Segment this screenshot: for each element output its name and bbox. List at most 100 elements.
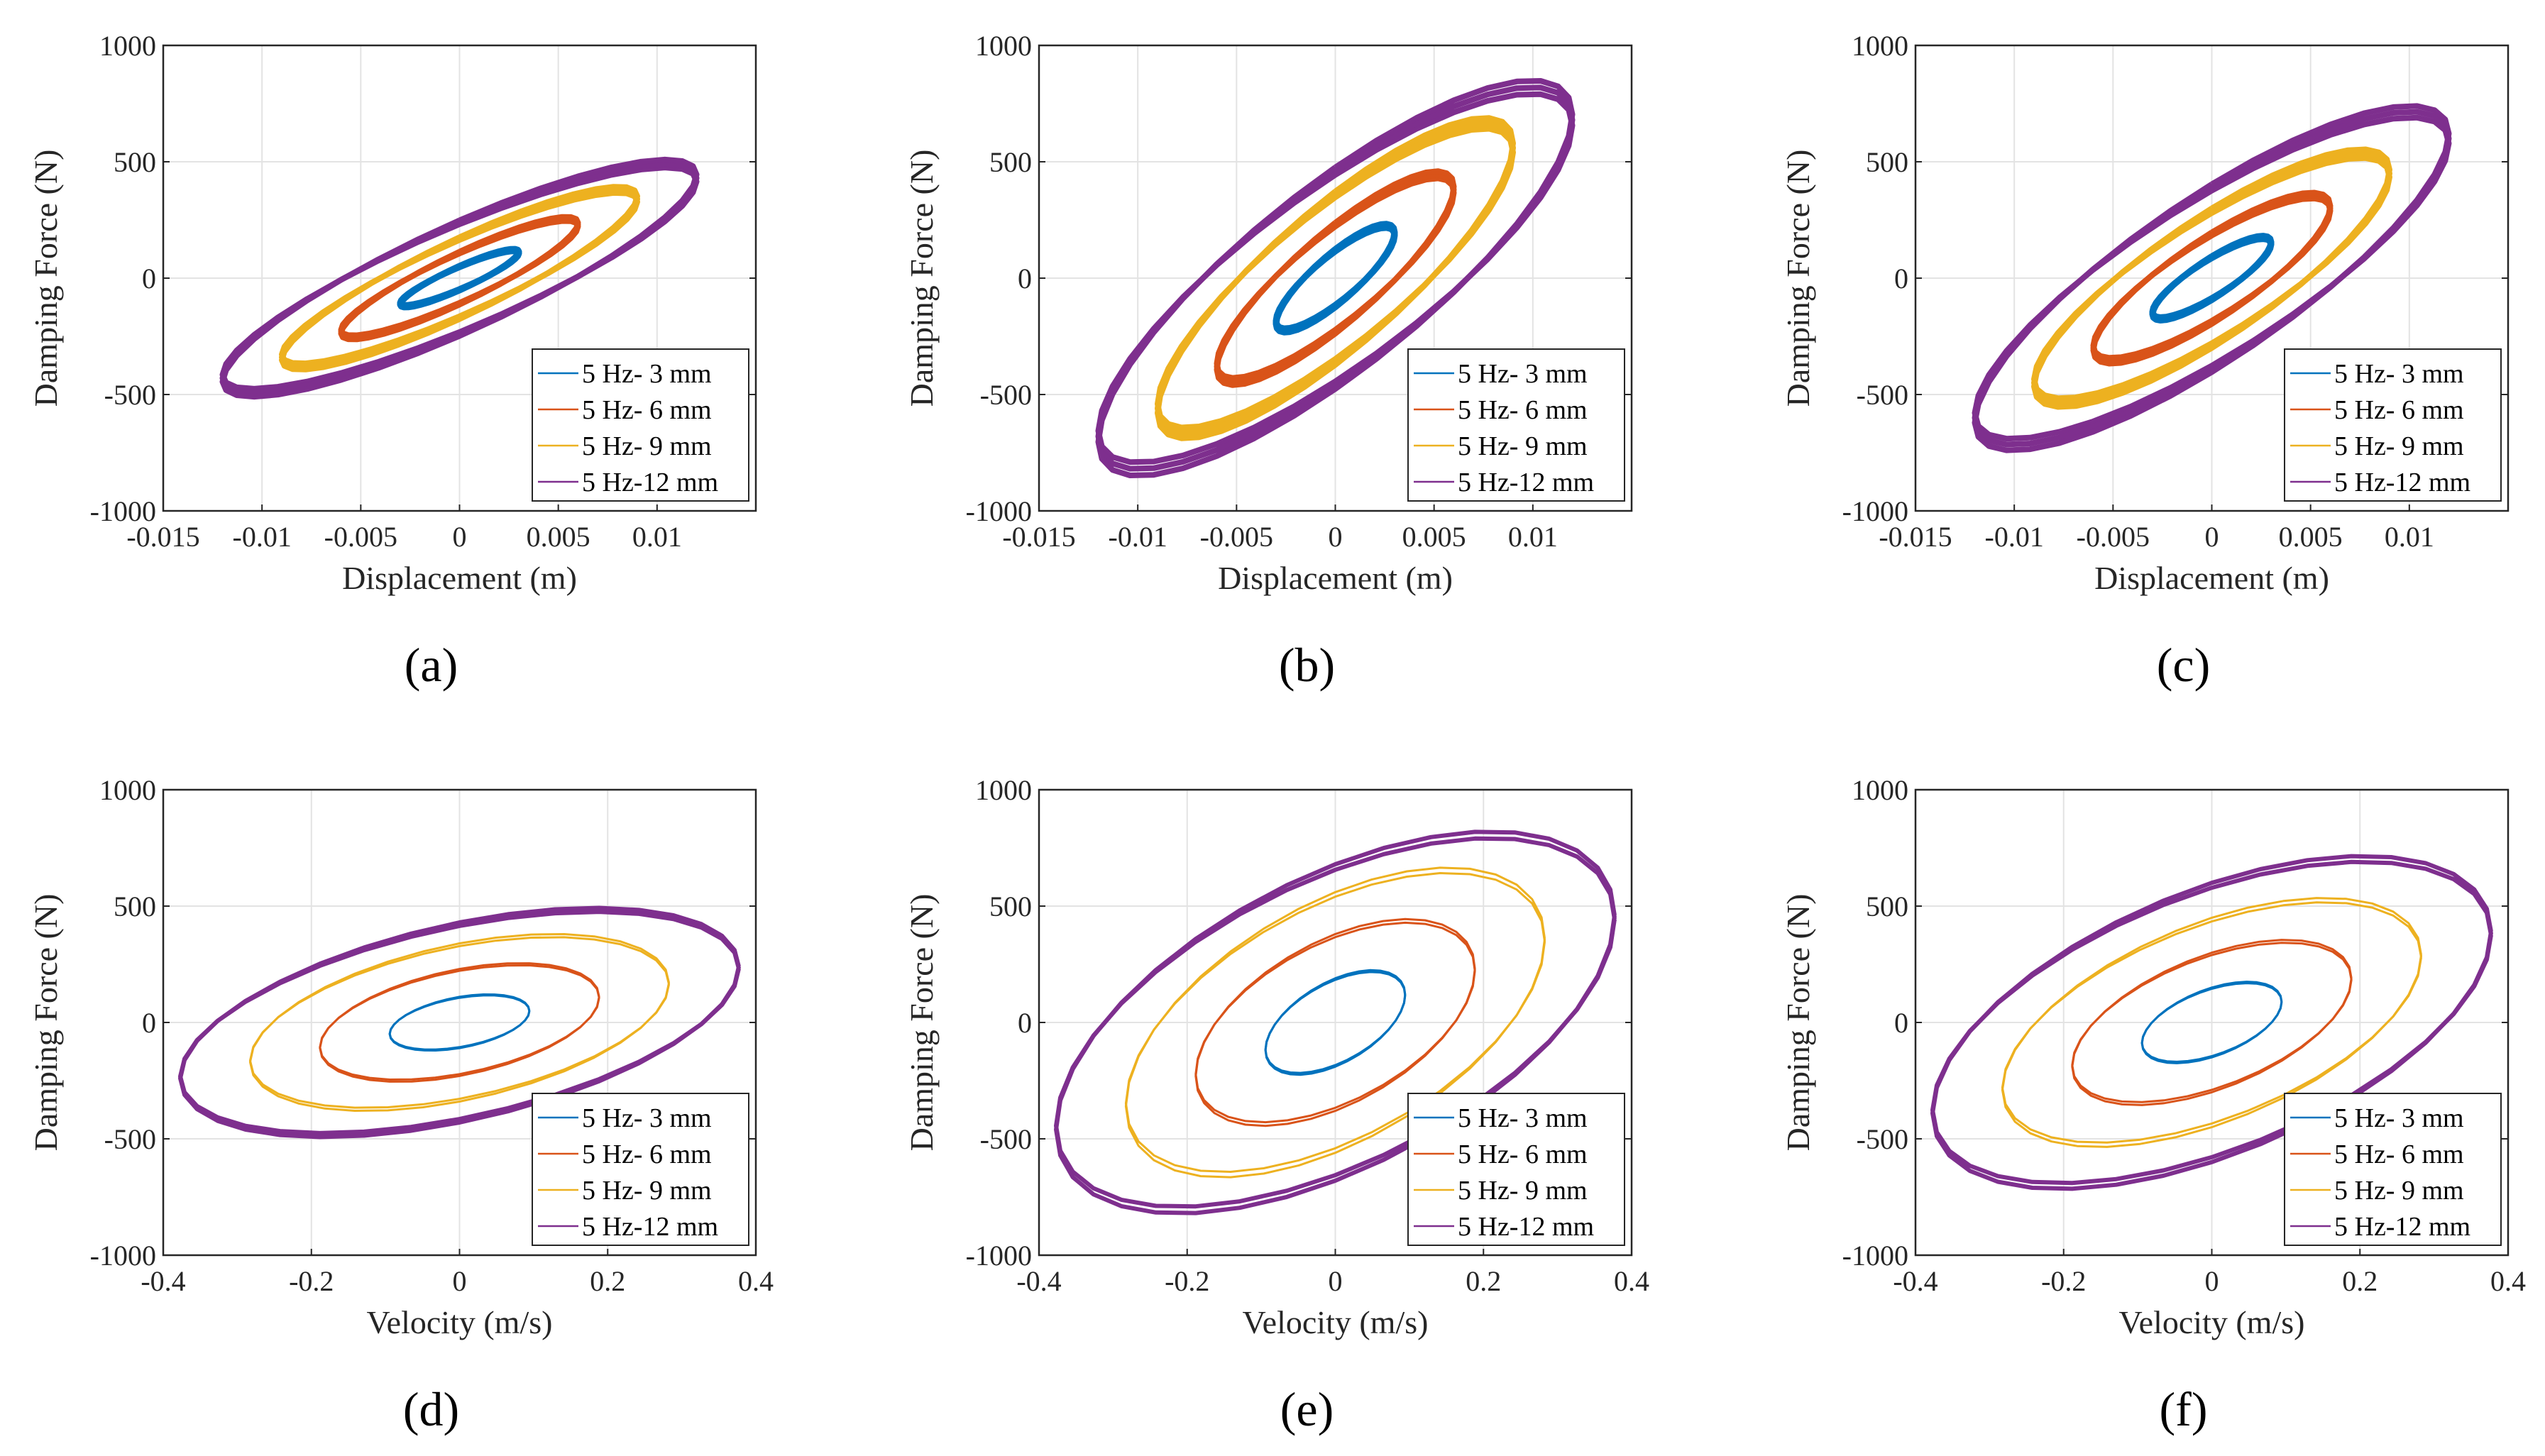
y-axis-label: Damping Force (N) [28,150,64,407]
legend-label-1: 5 Hz- 3 mm [1458,359,1588,389]
x-tick-label: -0.005 [2077,521,2150,553]
legend-label-2: 5 Hz- 6 mm [2334,1140,2464,1169]
x-tick-label: 0.01 [1508,521,1558,553]
legend-label-1: 5 Hz- 3 mm [582,359,712,389]
panel-label: (b) [1279,638,1335,692]
y-tick-label: -500 [1857,1123,1908,1155]
y-tick-label: -1000 [90,495,156,527]
legend-label-3: 5 Hz- 9 mm [2334,431,2464,461]
legend-label-1: 5 Hz- 3 mm [2334,1103,2464,1133]
x-tick-label: 0 [453,521,467,553]
x-tick-label: -0.4 [141,1265,185,1297]
x-tick-label: -0.2 [2041,1265,2086,1297]
legend: 5 Hz- 3 mm 5 Hz- 6 mm 5 Hz- 9 mm 5 Hz-12 mm [1407,348,1625,502]
y-tick-label: 0 [1018,263,1032,294]
legend-box [532,348,749,502]
series-line-2 [2071,939,2353,1106]
legend-label-3: 5 Hz- 9 mm [1458,1176,1588,1206]
x-tick-label: 0.005 [2279,521,2343,553]
series-line-1 [388,993,531,1052]
legend-box [1407,348,1625,502]
legend-box [2284,1093,2502,1246]
y-tick-label: -500 [104,379,156,411]
x-tick-label: -0.015 [1879,521,1952,553]
x-tick-label: 0.005 [1402,521,1466,553]
x-tick-label: -0.005 [1200,521,1273,553]
legend-box [532,1093,749,1246]
series-line-1 [2149,233,2275,324]
x-tick-label: 0 [1329,1265,1343,1297]
y-tick-label: -500 [1857,379,1908,411]
x-axis-label: Velocity (m/s) [2119,1304,2305,1340]
legend-label-2: 5 Hz- 6 mm [582,1140,712,1169]
x-tick-label: 0.005 [527,521,590,553]
legend-label-3: 5 Hz- 9 mm [582,431,712,461]
series-line-4 [1972,103,2452,453]
y-tick-label: -1000 [1842,1240,1908,1272]
legend-label-1: 5 Hz- 3 mm [2334,359,2464,389]
legend-label-4: 5 Hz-12 mm [1458,1212,1594,1242]
legend: 5 Hz- 3 mm 5 Hz- 6 mm 5 Hz- 9 mm 5 Hz-12 mm [532,348,749,502]
y-tick-label: 0 [1018,1007,1032,1039]
y-axis-label: Damping Force (N) [1780,894,1816,1152]
legend-label-2: 5 Hz- 6 mm [1458,395,1588,425]
series-line-2 [2090,189,2334,367]
y-tick-label: 500 [114,890,156,922]
panel-label: (c) [2157,638,2210,692]
y-tick-label: 500 [1866,890,1908,922]
legend-label-4: 5 Hz-12 mm [2334,468,2470,497]
x-tick-label: 0.4 [2490,1265,2526,1297]
x-tick-label: -0.01 [1985,521,2044,553]
panel-label: (f) [2160,1382,2208,1436]
legend-label-3: 5 Hz- 9 mm [1458,431,1588,461]
series-line-1 [1264,969,1407,1076]
x-tick-label: 0.2 [2342,1265,2378,1297]
y-tick-label: 500 [989,146,1032,178]
y-tick-label: -1000 [966,495,1032,527]
y-tick-label: 500 [989,890,1032,922]
x-tick-label: 0.01 [632,521,682,553]
legend-box [2284,348,2502,502]
y-axis-label: Damping Force (N) [903,150,940,407]
subplot-f: -0.4 -0.2 0 0.2 0.4 -1000 -500 0 500 1000 Velocity… [1780,774,2526,1436]
y-tick-label: -1000 [966,1240,1032,1272]
y-tick-label: 0 [1894,263,1908,294]
series-line-4 [219,156,700,400]
legend-label-4: 5 Hz-12 mm [582,1212,718,1242]
legend-label-1: 5 Hz- 3 mm [1458,1103,1588,1133]
x-tick-label: 0.01 [2385,521,2434,553]
y-tick-label: 1000 [99,30,156,62]
legend-label-2: 5 Hz- 6 mm [2334,395,2464,425]
y-tick-label: -1000 [1842,495,1908,527]
series-line-3 [2031,146,2392,410]
x-tick-label: 0.4 [738,1265,774,1297]
subplot-b: -0.015 -0.01 -0.005 0 0.005 0.01 -1000 -500 0 500… [903,30,1633,692]
x-axis-label: Displacement (m) [1218,560,1453,596]
series-line-2 [338,214,581,343]
series-line-2 [319,962,600,1083]
x-axis-label: Velocity (m/s) [1243,1304,1429,1340]
legend-label-3: 5 Hz- 9 mm [582,1176,712,1206]
x-tick-label: -0.2 [289,1265,334,1297]
legend-box [1407,1093,1625,1246]
legend-label-4: 5 Hz-12 mm [2334,1212,2470,1242]
x-tick-label: -0.2 [1165,1265,1209,1297]
y-tick-label: 1000 [99,774,156,806]
x-tick-label: -0.015 [126,521,199,553]
legend-label-2: 5 Hz- 6 mm [1458,1140,1588,1169]
y-tick-label: 500 [114,146,156,178]
y-tick-label: 1000 [975,30,1032,62]
legend: 5 Hz- 3 mm 5 Hz- 6 mm 5 Hz- 9 mm 5 Hz-12 mm [2284,1093,2502,1246]
legend-label-4: 5 Hz-12 mm [582,468,718,497]
x-tick-label: 0 [1329,521,1343,553]
y-tick-label: 500 [1866,146,1908,178]
x-tick-label: -0.015 [1002,521,1075,553]
y-tick-label: 1000 [1852,774,1908,806]
series-line-3 [279,184,640,373]
y-axis-label: Damping Force (N) [28,894,64,1152]
y-tick-label: -500 [104,1123,156,1155]
x-tick-label: -0.4 [1016,1265,1061,1297]
y-axis-label: Damping Force (N) [903,894,940,1152]
y-axis-label: Damping Force (N) [1780,150,1816,407]
